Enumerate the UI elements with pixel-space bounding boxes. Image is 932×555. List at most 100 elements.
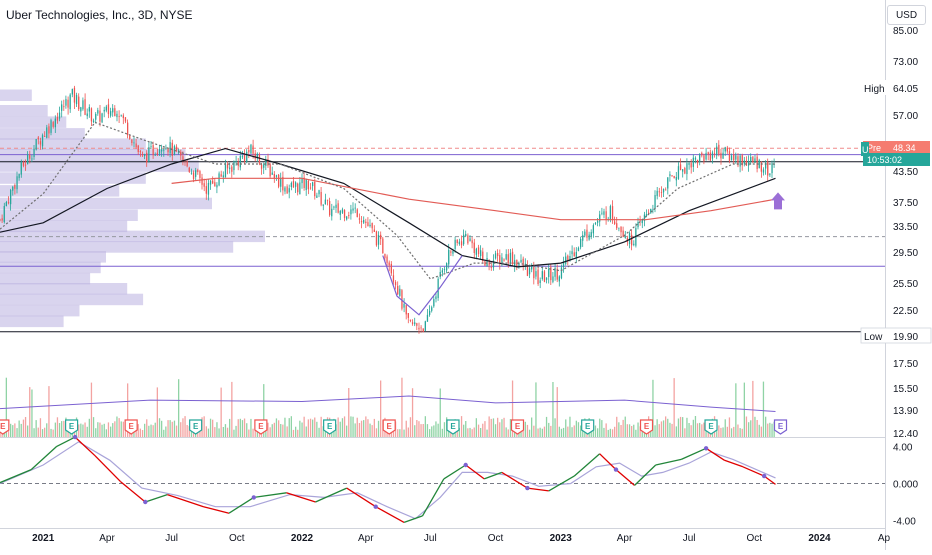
earnings-marker[interactable]: E (323, 419, 337, 435)
candle-body (390, 263, 392, 274)
candle-body (711, 152, 714, 159)
earnings-marker[interactable]: E (189, 419, 203, 435)
volume-bar (122, 421, 124, 437)
volume-bar (316, 421, 318, 437)
volume-bar (737, 424, 739, 437)
candle-body (556, 268, 558, 280)
candle-body (707, 152, 709, 155)
candle-body (92, 120, 95, 122)
volume-bar (522, 425, 524, 437)
candle-body (331, 208, 333, 217)
volume-profile-bar (0, 283, 128, 295)
candle-body (324, 199, 326, 205)
candle-body (88, 107, 90, 112)
candle-body (637, 222, 639, 228)
candle-body (169, 142, 171, 154)
volume-bar (20, 423, 22, 437)
volume-bar (186, 425, 188, 437)
candle-body (377, 235, 380, 245)
volume-bar (103, 423, 105, 437)
pre-market-value: 48.34 (893, 143, 916, 153)
earnings-marker[interactable]: E (581, 419, 595, 435)
volume-bar (282, 424, 284, 437)
candle-body (552, 276, 554, 282)
time-tick-label: Apr (617, 533, 633, 544)
oscillator-segment (346, 487, 377, 508)
earnings-marker[interactable]: E (124, 419, 138, 435)
candle-body (730, 155, 733, 161)
candle-body (575, 251, 577, 259)
candle-body (226, 164, 229, 169)
candle-body (537, 269, 539, 284)
earnings-marker[interactable]: E (510, 419, 525, 435)
volume-bar (292, 429, 295, 437)
earnings-marker[interactable]: E (64, 419, 79, 435)
earnings-marker[interactable]: E (382, 419, 396, 435)
earnings-marker[interactable]: E (704, 419, 718, 435)
candle-body (641, 220, 643, 224)
volume-bar (556, 387, 558, 437)
earnings-label: E (193, 422, 199, 431)
volume-bar (118, 418, 120, 437)
candle-body (469, 238, 471, 242)
candle-body (78, 96, 80, 110)
candle-body (14, 185, 16, 189)
candle-body (401, 290, 403, 309)
volume-bar (726, 426, 728, 437)
candle-body (50, 120, 52, 133)
candle-body (84, 99, 86, 115)
volume-bar (614, 426, 616, 437)
earnings-marker[interactable]: E (0, 419, 10, 435)
candle-body (110, 111, 112, 116)
candle-body (150, 146, 152, 148)
earnings-marker[interactable]: E (773, 419, 788, 435)
candle-body (431, 307, 433, 311)
candle-body (743, 160, 745, 164)
earnings-badge (124, 419, 138, 435)
candle-body (748, 161, 750, 166)
oscillator-signal-line (0, 441, 776, 520)
earnings-marker[interactable]: E (446, 419, 460, 435)
volume-bar (116, 416, 118, 437)
earnings-badge (639, 419, 654, 435)
volume-bar (548, 422, 550, 437)
candle-body (622, 230, 624, 237)
candle-body (243, 154, 246, 162)
volume-bar (278, 420, 280, 437)
earnings-marker[interactable]: E (639, 419, 654, 435)
oscillator-segment (634, 464, 657, 486)
candle-body (694, 157, 697, 160)
candle-body (222, 175, 224, 178)
pre-market-tag (863, 141, 930, 154)
volume-bar (63, 420, 65, 437)
time-tick-label: 2021 (32, 533, 55, 544)
oscillator-segment (228, 496, 255, 514)
volume-bar (314, 417, 316, 437)
time-tick-label: 2024 (808, 533, 831, 544)
volume-bar (224, 424, 227, 437)
volume-bar (401, 377, 403, 437)
volume-bar (767, 423, 769, 437)
candle-body (524, 263, 526, 267)
candle-body (435, 296, 437, 300)
candle-body (539, 280, 541, 283)
earnings-marker[interactable]: E (254, 419, 268, 435)
earnings-badge (189, 419, 203, 435)
candle-body (309, 187, 312, 189)
candle-body (388, 262, 390, 266)
candle-body (295, 182, 297, 187)
candle-body (67, 99, 69, 108)
candles (0, 85, 775, 334)
volume-bar (597, 428, 599, 437)
candle-body (24, 164, 27, 166)
volume-bar (10, 423, 12, 437)
currency-button[interactable]: USD (887, 5, 926, 25)
candle-body (248, 150, 250, 153)
candle-body (633, 243, 635, 245)
volume-bar (101, 424, 103, 437)
volume-profile-bar (0, 293, 144, 306)
volume-bar (460, 416, 463, 437)
candle-body (658, 191, 660, 193)
volume-bar (671, 423, 673, 437)
